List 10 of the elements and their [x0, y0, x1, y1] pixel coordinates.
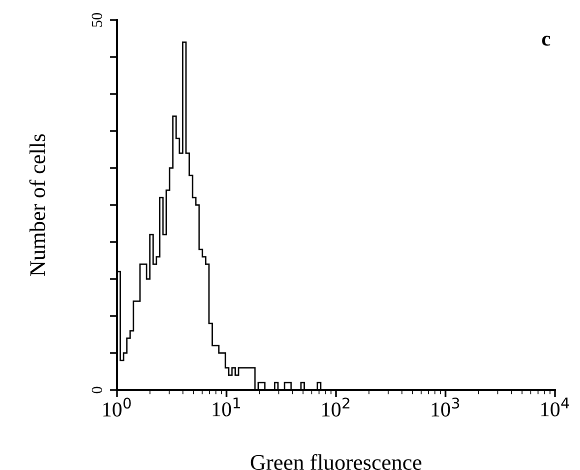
x-tick-label: 10$^{0}$ — [103, 398, 131, 417]
y-axis-title: Number of cells — [29, 134, 46, 276]
x-axis-title: Green fluorescence — [250, 454, 422, 470]
x-tick-label: 10$^{1}$ — [212, 398, 240, 416]
x-tick-label: 10$^{3}$ — [432, 398, 460, 417]
annotation: c — [542, 36, 550, 46]
x-tick-label: 10$^{2}$ — [322, 398, 350, 417]
x-tick-label: 10$^{4}$ — [541, 398, 569, 416]
y-tick-label: 50 — [92, 12, 102, 27]
y-tick-label: 0 — [92, 386, 102, 394]
